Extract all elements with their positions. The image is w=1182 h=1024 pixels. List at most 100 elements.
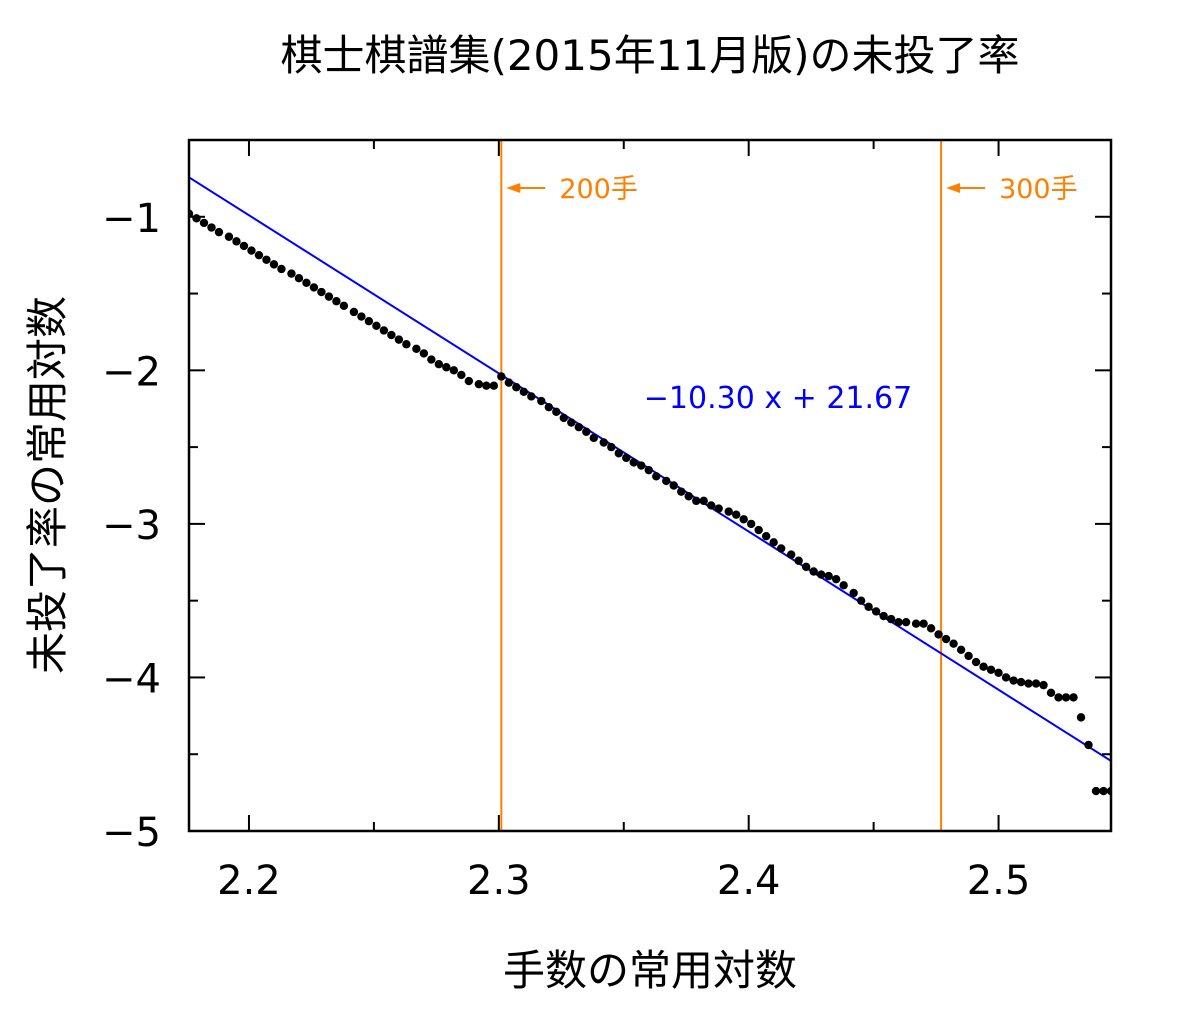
reference-arrow-head [946,183,961,193]
data-point [1001,673,1011,682]
data-point [629,458,638,467]
data-point [464,376,474,386]
data-point [864,602,873,612]
data-point [324,292,334,301]
data-point [964,651,973,661]
data-point [519,387,529,397]
data-point [754,525,763,535]
chart-title: 棋士棋譜集(2015年11月版)の未投了率 [280,31,1019,80]
data-point [871,607,881,616]
data-point [527,392,536,401]
data-point [994,668,1003,678]
data-point [1031,679,1041,688]
data-point [886,614,896,624]
x-axis-ticks: 2.2 2.3 2.4 2.5 [217,140,1030,904]
data-point [637,461,646,470]
data-point [761,531,771,541]
x-tick-label: 2.2 [217,858,281,904]
data-point [919,619,928,628]
data-point [614,449,623,458]
y-tick-label: −3 [102,503,161,549]
data-point [1039,680,1048,690]
data-point [831,574,841,584]
data-point [724,507,733,516]
data-point [504,378,514,387]
data-point [956,645,966,655]
data-point [769,538,778,547]
data-point [949,639,958,648]
reference-line-label: 200手 [559,174,638,205]
x-tick-label: 2.3 [467,858,531,904]
data-point [332,297,341,306]
data-point [449,366,459,375]
data-point [247,246,256,255]
data-point [302,278,311,288]
x-tick-label: 2.5 [967,858,1031,904]
data-point [544,402,554,412]
data-point [262,255,271,264]
data-point [839,581,848,590]
data-point [901,617,911,627]
x-tick-label: 2.4 [717,858,781,904]
data-point [512,383,521,392]
data-point [684,492,693,501]
data-point [856,596,866,605]
data-point [971,657,981,667]
data-point [427,355,436,364]
data-point [349,307,359,317]
data-point [364,316,374,326]
data-point [677,487,686,496]
data-point [372,321,381,331]
data-point [1024,679,1033,688]
data-point [207,223,216,232]
data-point [442,363,451,372]
data-point [232,237,241,246]
data-point [419,349,429,358]
data-point [707,501,716,510]
data-point [662,476,671,486]
data-point [567,418,576,427]
data-point [457,370,466,380]
data-point [644,465,653,475]
data-point [589,433,598,443]
data-point [277,264,286,274]
data-point [894,617,903,627]
data-point [357,312,366,321]
plot-frame [187,138,1113,833]
data-point [269,260,279,269]
data-point [776,544,786,553]
data-point [926,624,936,633]
data-point [379,326,389,335]
data-point [607,442,616,452]
data-point [582,427,591,436]
data-point [1061,693,1071,702]
data-point [794,556,803,565]
x-axis-label: 手数の常用対数 [503,946,797,995]
data-point [979,662,988,671]
data-point [816,570,826,579]
data-point [254,250,264,260]
data-point [474,379,484,389]
data-point [239,241,249,251]
data-point [669,481,678,490]
data-point [622,453,631,463]
data-point [309,283,319,292]
data-point [786,550,796,559]
data-point [434,359,444,369]
data-point [1069,693,1078,702]
data-point [1076,713,1086,722]
data-point [824,571,833,581]
data-point [879,611,888,621]
data-point [732,510,741,519]
fit-equation-label: −10.30 x + 21.67 [644,381,912,416]
data-point [934,630,943,639]
data-point [559,413,568,423]
data-point [317,287,326,297]
data-point [1091,786,1101,796]
data-point [402,340,411,349]
data-point [412,344,421,354]
y-tick-label: −1 [102,196,161,242]
data-point [199,218,209,228]
data-point [387,330,396,340]
